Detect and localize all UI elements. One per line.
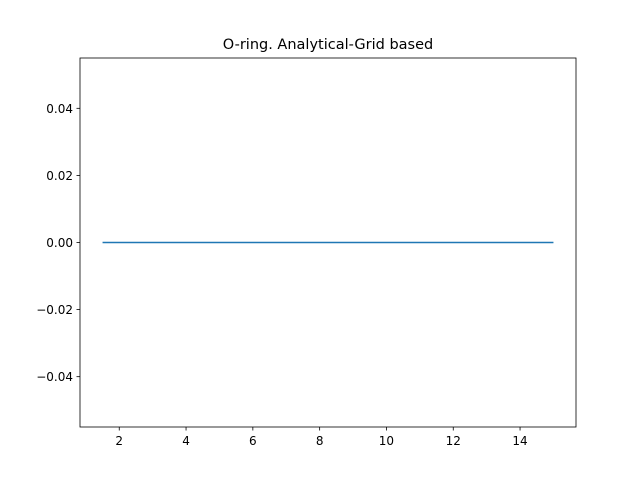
y-tick-label: 0.02 bbox=[46, 169, 73, 183]
y-tick-label: 0.00 bbox=[46, 236, 73, 250]
y-tick-label: −0.02 bbox=[36, 303, 73, 317]
x-tick-label: 2 bbox=[115, 434, 123, 448]
plot-frame bbox=[79, 57, 577, 428]
x-axis-ticks: 2 4 6 8 10 12 14 bbox=[115, 427, 528, 448]
x-tick-label: 12 bbox=[446, 434, 461, 448]
x-tick-label: 6 bbox=[249, 434, 257, 448]
y-tick-label: −0.04 bbox=[36, 370, 73, 384]
x-tick-label: 4 bbox=[182, 434, 190, 448]
x-tick-label: 14 bbox=[512, 434, 527, 448]
chart-title: O-ring. Analytical-Grid based bbox=[223, 37, 433, 53]
x-tick-label: 8 bbox=[316, 434, 324, 448]
x-tick-label: 10 bbox=[379, 434, 394, 448]
y-tick-label: 0.04 bbox=[46, 102, 73, 116]
y-axis-ticks: 0.04 0.02 0.00 −0.02 −0.04 bbox=[36, 102, 80, 384]
